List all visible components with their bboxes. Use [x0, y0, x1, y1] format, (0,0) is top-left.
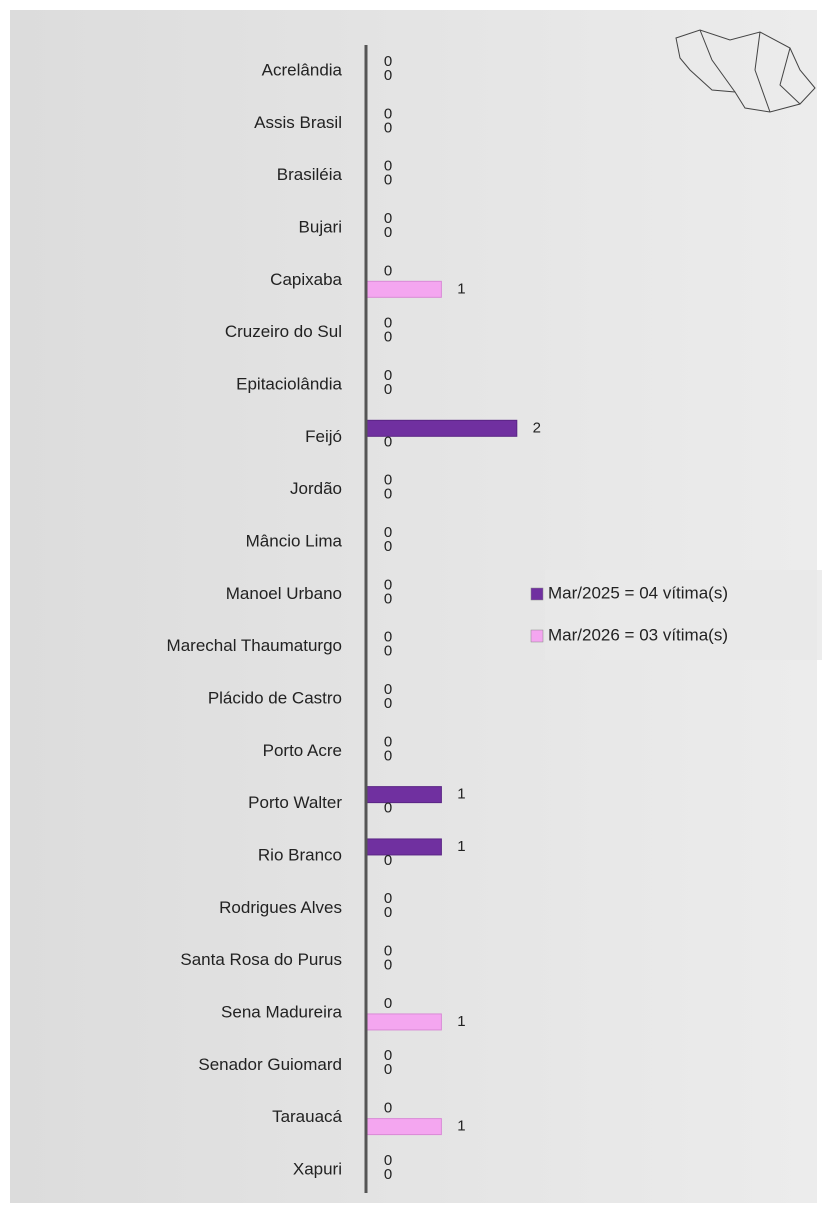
- bar: [365, 838, 442, 856]
- category-label: Manoel Urbano: [226, 584, 342, 603]
- category-label: Brasiléia: [277, 165, 343, 184]
- value-label: 0: [384, 433, 392, 450]
- category-label: Sena Madureira: [221, 1002, 343, 1021]
- bar: [365, 1013, 442, 1031]
- value-label: 0: [384, 119, 392, 136]
- legend-label: Mar/2025 = 04 vítima(s): [548, 583, 728, 602]
- value-label: 0: [384, 472, 392, 489]
- category-label: Porto Walter: [248, 793, 342, 812]
- value-label: 0: [384, 643, 392, 660]
- value-label: 0: [384, 852, 392, 869]
- value-label: 0: [384, 1061, 392, 1078]
- value-label: 2: [533, 419, 541, 436]
- value-label: 0: [384, 329, 392, 346]
- value-label: 0: [384, 904, 392, 921]
- value-label: 0: [384, 747, 392, 764]
- legend-box: [545, 570, 822, 660]
- category-label: Feijó: [305, 427, 342, 446]
- map-icon: [675, 29, 816, 113]
- value-label: 0: [384, 590, 392, 607]
- value-label: 0: [384, 53, 392, 70]
- category-label: Porto Acre: [263, 741, 342, 760]
- category-label: Plácido de Castro: [208, 688, 342, 707]
- value-label: 0: [384, 943, 392, 960]
- category-label: Acrelândia: [262, 60, 343, 79]
- category-label: Rodrigues Alves: [219, 898, 342, 917]
- value-label: 0: [384, 800, 392, 817]
- value-label: 1: [457, 838, 465, 855]
- value-label: 0: [384, 486, 392, 503]
- value-label: 0: [384, 210, 392, 227]
- category-label: Rio Branco: [258, 845, 342, 864]
- bar: [365, 786, 442, 804]
- category-label: Cruzeiro do Sul: [225, 322, 342, 341]
- value-label: 0: [384, 224, 392, 241]
- value-label: 0: [384, 1100, 392, 1117]
- bar: [365, 1118, 442, 1136]
- category-label: Mâncio Lima: [246, 531, 343, 550]
- value-label: 0: [384, 538, 392, 555]
- value-label: 0: [384, 381, 392, 398]
- legend-swatch: [530, 629, 544, 643]
- value-label: 0: [384, 890, 392, 907]
- value-label: 0: [384, 695, 392, 712]
- value-label: 0: [384, 957, 392, 974]
- bar: [365, 280, 442, 298]
- value-label: 0: [384, 629, 392, 646]
- value-label: 1: [457, 786, 465, 803]
- value-label: 0: [384, 367, 392, 384]
- category-label: Santa Rosa do Purus: [180, 950, 342, 969]
- value-label: 0: [384, 315, 392, 332]
- value-label: 0: [384, 524, 392, 541]
- category-label: Capixaba: [270, 270, 342, 289]
- value-label: 0: [384, 1166, 392, 1183]
- category-label: Xapuri: [293, 1159, 342, 1178]
- value-label: 0: [384, 105, 392, 122]
- value-label: 0: [384, 733, 392, 750]
- value-label: 0: [384, 158, 392, 175]
- category-label: Senador Guiomard: [198, 1055, 342, 1074]
- value-label: 0: [384, 681, 392, 698]
- category-label: Marechal Thaumaturgo: [167, 636, 342, 655]
- category-label: Jordão: [290, 479, 342, 498]
- category-label: Bujari: [299, 217, 342, 236]
- value-label: 1: [457, 1118, 465, 1135]
- value-label: 0: [384, 172, 392, 189]
- value-label: 0: [384, 262, 392, 279]
- value-label: 0: [384, 576, 392, 593]
- category-label: Epitaciolândia: [236, 374, 342, 393]
- value-label: 0: [384, 67, 392, 84]
- value-label: 0: [384, 995, 392, 1012]
- category-label: Assis Brasil: [254, 113, 342, 132]
- legend-swatch: [530, 587, 544, 601]
- value-label: 1: [457, 280, 465, 297]
- value-label: 0: [384, 1152, 392, 1169]
- value-label: 0: [384, 1047, 392, 1064]
- category-label: Tarauacá: [272, 1107, 342, 1126]
- legend-label: Mar/2026 = 03 vítima(s): [548, 625, 728, 644]
- value-label: 1: [457, 1013, 465, 1030]
